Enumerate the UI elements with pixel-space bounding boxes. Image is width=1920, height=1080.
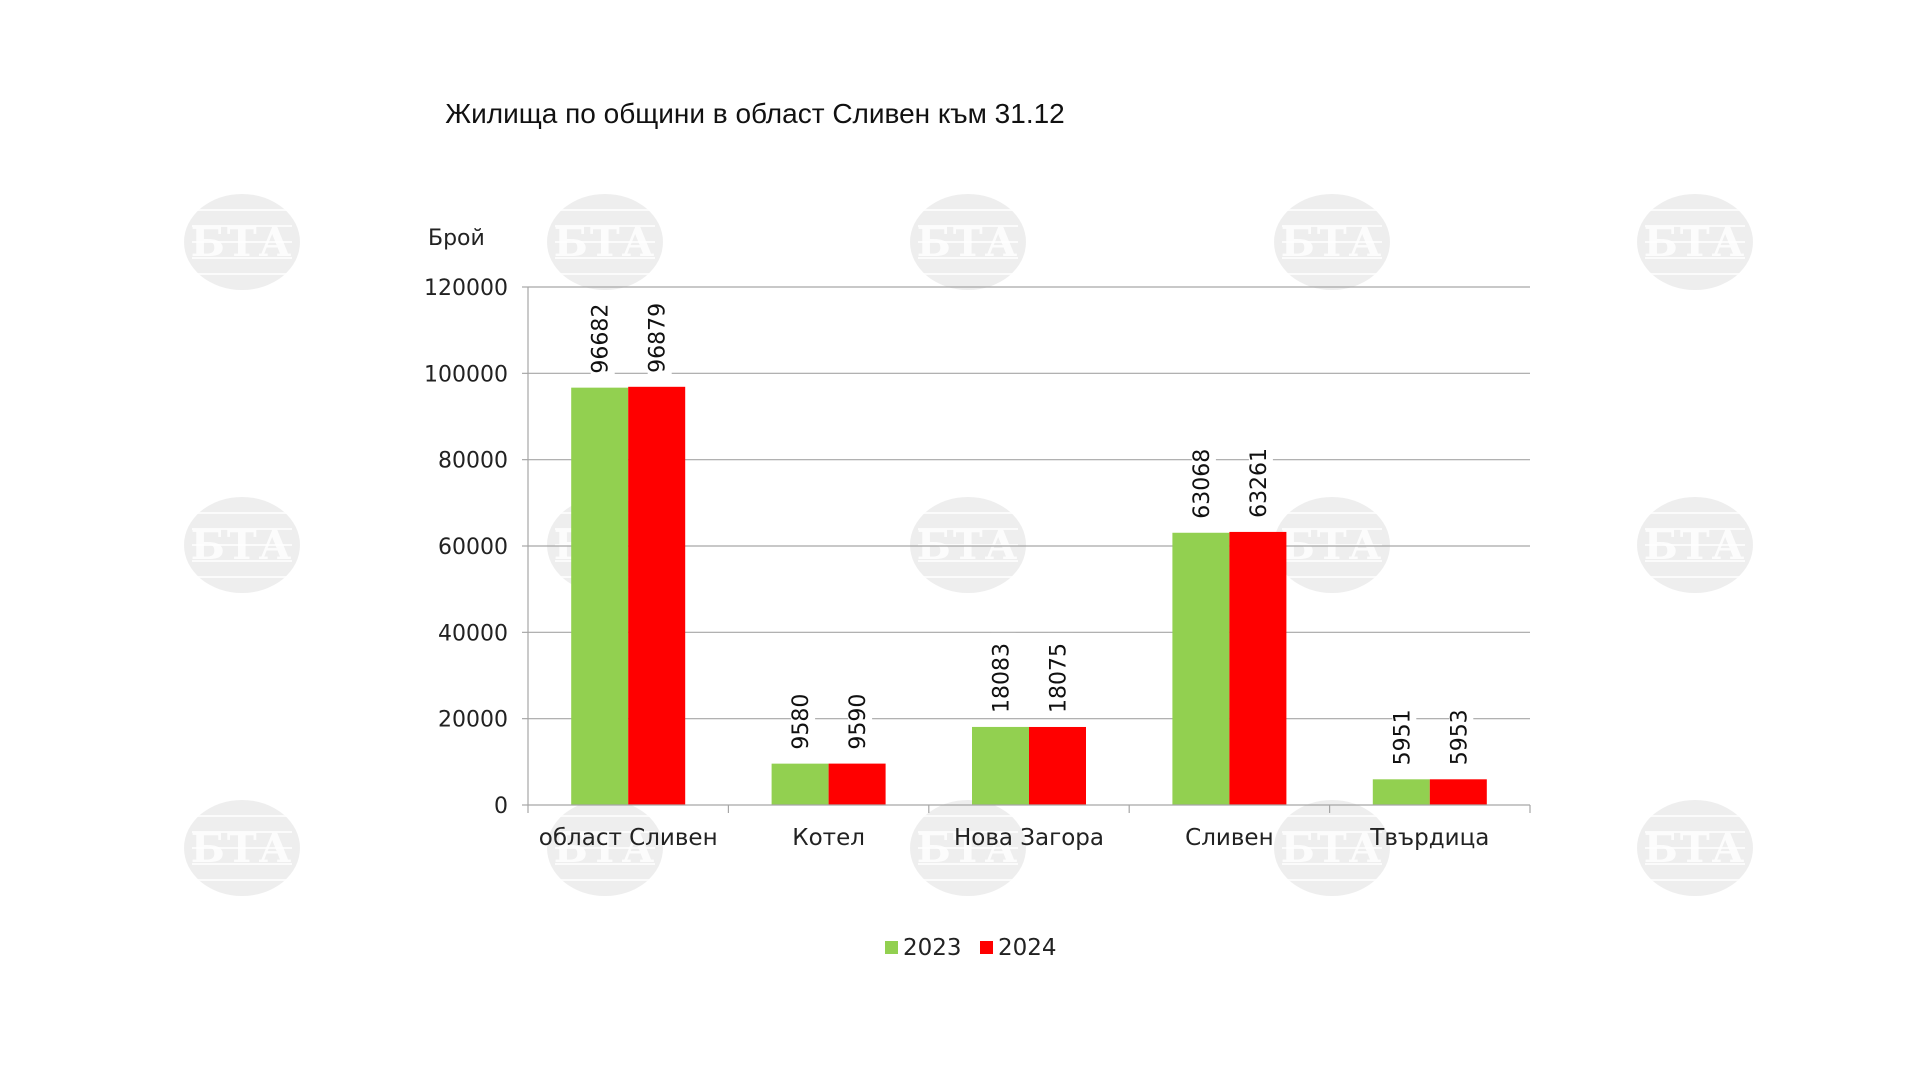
x-axis-labels: област Сливен Котел Нова Загора Сливен Твърд… bbox=[539, 825, 1490, 851]
bar-2023 bbox=[972, 726, 1029, 805]
data-label-bg bbox=[1191, 438, 1216, 523]
watermark-logo: БТА bbox=[547, 800, 663, 896]
x-category-label: Сливен bbox=[1185, 825, 1273, 851]
watermark-text: БТА bbox=[1644, 825, 1747, 872]
watermark-logo: БТА bbox=[910, 800, 1026, 896]
data-label: 96682 bbox=[589, 304, 614, 374]
watermark-text: БТА bbox=[1644, 522, 1747, 569]
y-axis-ticks: 0 20000 40000 60000 80000 100000 120000 bbox=[424, 276, 528, 819]
bar-2023 bbox=[1172, 532, 1230, 805]
data-label: 63261 bbox=[1247, 448, 1272, 518]
watermark-logo: БТА bbox=[1274, 194, 1390, 290]
y-tick-label: 60000 bbox=[438, 535, 508, 560]
watermark-logo: БТА bbox=[910, 497, 1026, 593]
y-tick-label: 0 bbox=[494, 794, 508, 819]
watermark-text: БТА bbox=[191, 522, 294, 569]
watermark-text: БТА bbox=[554, 219, 657, 266]
axes bbox=[527, 287, 1531, 813]
watermark-logo: БТА bbox=[1274, 497, 1390, 593]
legend-swatch-2023 bbox=[885, 941, 898, 954]
watermark-logo: БТА bbox=[184, 497, 300, 593]
bar-2023 bbox=[571, 387, 629, 805]
bar-2024 bbox=[1029, 726, 1086, 805]
bar-2024 bbox=[1229, 531, 1287, 805]
y-tick-label: 80000 bbox=[438, 449, 508, 474]
data-label-bg bbox=[991, 632, 1016, 717]
y-tick-label: 120000 bbox=[424, 276, 508, 301]
watermark-text: БТА bbox=[917, 825, 1020, 872]
bar-2024 bbox=[1429, 779, 1487, 805]
watermark-logo: БТА bbox=[910, 194, 1026, 290]
x-category-label: Твърдица bbox=[1369, 825, 1489, 851]
data-label-bg bbox=[848, 683, 873, 754]
data-label-bg bbox=[1248, 437, 1273, 522]
gridlines bbox=[528, 286, 1530, 720]
data-label: 18075 bbox=[1047, 643, 1072, 713]
data-label-bg bbox=[590, 293, 615, 378]
data-label-bg bbox=[647, 292, 672, 377]
data-label-bg bbox=[1392, 699, 1417, 770]
x-category-label: Нова Загора bbox=[954, 825, 1104, 851]
data-labels: 96682 96879 9580 9590 18083 18075 63068 63261 59… bbox=[589, 292, 1474, 770]
data-label: 18083 bbox=[990, 643, 1015, 713]
watermark-text: БТА bbox=[917, 219, 1020, 266]
bar-2023 bbox=[1372, 779, 1430, 805]
legend-swatch-2024 bbox=[980, 941, 993, 954]
watermark-text: БТА bbox=[554, 825, 657, 872]
watermark-layer: БТА БТА БТА БТА БТА БТА БТА БТА БТА БТА БТА БТА БТА Б… bbox=[184, 194, 1753, 896]
y-tick-label: 20000 bbox=[438, 708, 508, 733]
x-category-label: област Сливен bbox=[539, 825, 718, 851]
data-label: 63068 bbox=[1190, 449, 1215, 519]
y-axis-label: Брой bbox=[428, 226, 485, 251]
data-label: 9590 bbox=[846, 694, 871, 750]
data-label: 96879 bbox=[646, 303, 671, 373]
chart-title: Жилища по общини в област Сливен към 31.… bbox=[445, 98, 1065, 129]
watermark-text: БТА bbox=[191, 825, 294, 872]
watermark-text: БТА bbox=[1281, 825, 1384, 872]
bars bbox=[571, 386, 1487, 805]
watermark-logo: БТА bbox=[1274, 800, 1390, 896]
y-tick-label: 40000 bbox=[438, 621, 508, 646]
legend-label: 2024 bbox=[998, 935, 1057, 961]
bar-2024 bbox=[828, 763, 886, 805]
watermark-logo: БТА bbox=[1637, 497, 1753, 593]
legend: 2023 2024 bbox=[885, 935, 1057, 961]
data-label-bg bbox=[1048, 632, 1073, 717]
legend-label: 2023 bbox=[903, 935, 962, 961]
watermark-logo: БТА bbox=[184, 800, 300, 896]
watermark-logo: БТА bbox=[1637, 194, 1753, 290]
watermark-logo: БТА bbox=[547, 194, 663, 290]
bar-2023 bbox=[771, 763, 829, 805]
data-label: 5953 bbox=[1447, 709, 1472, 765]
data-label-bg bbox=[791, 683, 816, 754]
watermark-text: БТА bbox=[191, 219, 294, 266]
watermark-text: БТА bbox=[1644, 219, 1747, 266]
data-label: 5951 bbox=[1390, 709, 1415, 765]
watermark-text: БТА bbox=[1281, 219, 1384, 266]
data-label-bg bbox=[1449, 699, 1474, 770]
x-category-label: Котел bbox=[792, 825, 865, 851]
watermark-logo: БТА bbox=[184, 194, 300, 290]
bar-2024 bbox=[628, 386, 686, 805]
data-label: 9580 bbox=[789, 694, 814, 750]
watermark-logo: БТА bbox=[1637, 800, 1753, 896]
y-tick-label: 100000 bbox=[424, 362, 508, 387]
